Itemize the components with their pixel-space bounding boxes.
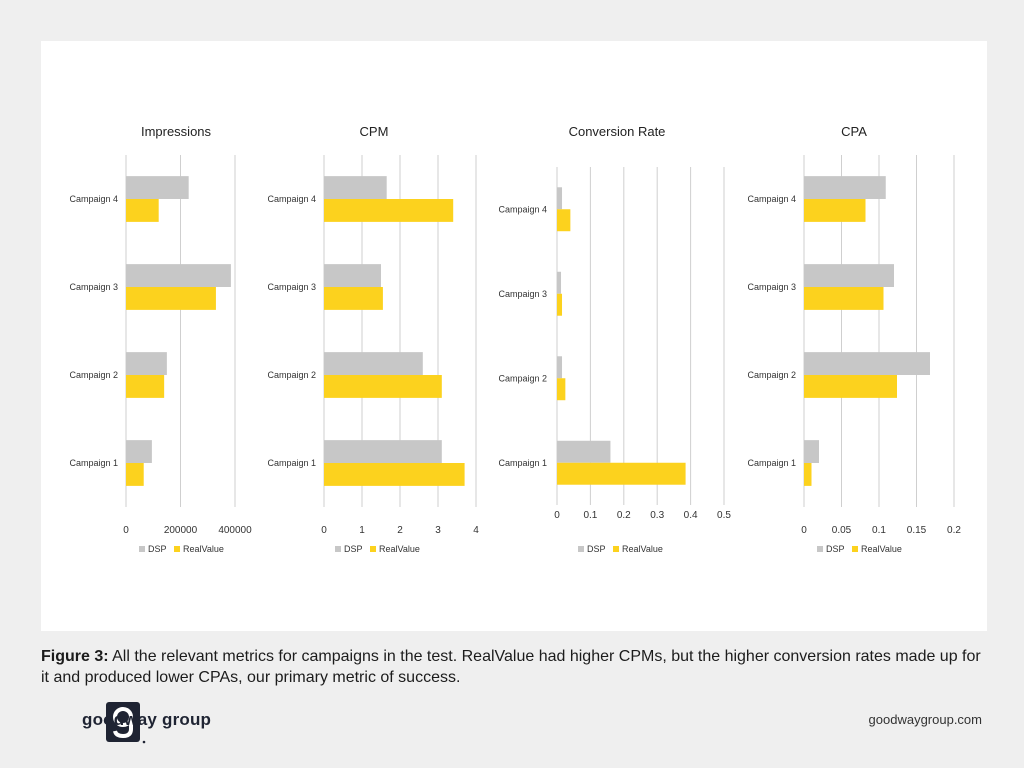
cpa-legend-realvalue: RealValue — [861, 544, 902, 554]
impressions-legend-dsp: DSP — [148, 544, 167, 554]
cpm-bar-realvalue — [324, 375, 442, 398]
cpa-bar-dsp — [804, 264, 894, 287]
cpa-tick-label: 0.05 — [832, 525, 852, 536]
impressions-bar-realvalue — [126, 287, 216, 310]
cpa-tick-label: 0.2 — [947, 525, 961, 536]
cpa-legend-swatch-realvalue — [852, 546, 858, 552]
cpm-legend-dsp: DSP — [344, 544, 363, 554]
cpm-bar-realvalue — [324, 463, 465, 486]
impressions-bar-realvalue — [126, 375, 165, 398]
cpa-legend-dsp: DSP — [826, 544, 845, 554]
cpa-bar-realvalue — [804, 375, 897, 398]
cpm-bar-dsp — [324, 264, 381, 287]
impressions-tick-label: 400000 — [218, 525, 252, 536]
conversion-rate-bar-dsp — [557, 440, 611, 463]
cpm-chart-title: CPM — [360, 124, 389, 139]
conversion-rate-tick-label: 0.1 — [583, 510, 597, 521]
cpa-bar-dsp — [804, 176, 886, 199]
impressions-bar-realvalue — [126, 199, 159, 222]
brand-name: goodway group — [82, 710, 212, 729]
impressions-bar-dsp — [126, 264, 231, 287]
impressions-tick-label: 200000 — [164, 525, 198, 536]
conversion-rate-legend-swatch-dsp — [578, 546, 584, 552]
cpm-tick-label: 1 — [359, 525, 365, 536]
impressions-legend-swatch-realvalue — [174, 546, 180, 552]
conversion-rate-chart-title: Conversion Rate — [569, 124, 666, 139]
cpa-bar-realvalue — [804, 287, 884, 310]
cpa-bar-realvalue — [804, 199, 866, 222]
cpa-bar-dsp — [804, 440, 819, 463]
impressions-bar-dsp — [126, 440, 152, 463]
cpm-tick-label: 2 — [397, 525, 403, 536]
impressions-category-label: Campaign 2 — [69, 370, 118, 380]
cpa-bar-realvalue — [804, 463, 812, 486]
impressions-legend-realvalue: RealValue — [183, 544, 224, 554]
brand-website: goodwaygroup.com — [868, 712, 982, 727]
cpa-category-label: Campaign 3 — [747, 282, 796, 292]
figure-caption: Figure 3: All the relevant metrics for c… — [41, 646, 981, 688]
impressions-category-label: Campaign 4 — [69, 194, 118, 204]
impressions-bar-dsp — [126, 352, 167, 375]
caption-text: All the relevant metrics for campaigns i… — [41, 648, 981, 686]
conversion-rate-bar-realvalue — [557, 209, 571, 232]
impressions-tick-label: 0 — [123, 525, 129, 536]
cpa-category-label: Campaign 4 — [747, 194, 796, 204]
cpm-category-label: Campaign 4 — [267, 194, 316, 204]
cpm-bar-dsp — [324, 176, 387, 199]
charts-canvas: Impressions 0 200000 400000 Campaign 1 Campai… — [69, 124, 961, 554]
conversion-rate-legend-dsp: DSP — [587, 544, 606, 554]
conversion-rate-tick-label: 0.4 — [684, 510, 698, 521]
cpa-chart-title: CPA — [841, 124, 867, 139]
conversion-rate-category-label: Campaign 1 — [498, 458, 547, 468]
conversion-rate-bar-realvalue — [557, 378, 566, 401]
impressions-category-label: Campaign 3 — [69, 282, 118, 292]
cpm-category-label: Campaign 2 — [267, 370, 316, 380]
conversion-rate-tick-label: 0.5 — [717, 510, 731, 521]
conversion-rate-category-label: Campaign 2 — [498, 373, 547, 383]
cpm-tick-label: 4 — [473, 525, 479, 536]
conversion-rate-bar-dsp — [557, 187, 563, 210]
conversion-rate-bar-realvalue — [557, 462, 686, 485]
cpm-legend-realvalue: RealValue — [379, 544, 420, 554]
conversion-rate-category-label: Campaign 4 — [498, 204, 547, 214]
conversion-rate-legend-swatch-realvalue — [613, 546, 619, 552]
conversion-rate-legend-realvalue: RealValue — [622, 544, 663, 554]
cpa-tick-label: 0 — [801, 525, 807, 536]
impressions-bar-realvalue — [126, 463, 144, 486]
conversion-rate-bar-dsp — [557, 271, 562, 294]
conversion-rate-tick-label: 0 — [554, 510, 560, 521]
caption-label: Figure 3: — [41, 648, 109, 665]
impressions-chart-title: Impressions — [141, 124, 212, 139]
impressions-legend-swatch-dsp — [139, 546, 145, 552]
cpa-category-label: Campaign 1 — [747, 458, 796, 468]
figure-panel: Impressions 0 200000 400000 Campaign 1 Campai… — [41, 41, 987, 631]
cpa-bar-dsp — [804, 352, 930, 375]
cpm-legend-swatch-dsp — [335, 546, 341, 552]
cpm-category-label: Campaign 3 — [267, 282, 316, 292]
impressions-category-label: Campaign 1 — [69, 458, 118, 468]
cpm-bar-realvalue — [324, 199, 454, 222]
cpa-category-label: Campaign 2 — [747, 370, 796, 380]
conversion-rate-category-label: Campaign 3 — [498, 289, 547, 299]
cpm-tick-label: 3 — [435, 525, 441, 536]
conversion-rate-tick-label: 0.2 — [617, 510, 631, 521]
goodway-logo-icon — [106, 702, 146, 744]
cpm-bar-dsp — [324, 352, 423, 375]
cpa-tick-label: 0.15 — [907, 525, 927, 536]
cpm-bar-dsp — [324, 440, 442, 463]
cpa-tick-label: 0.1 — [872, 525, 886, 536]
cpm-legend-swatch-realvalue — [370, 546, 376, 552]
conversion-rate-tick-label: 0.3 — [650, 510, 664, 521]
cpm-category-label: Campaign 1 — [267, 458, 316, 468]
conversion-rate-bar-realvalue — [557, 293, 563, 316]
conversion-rate-bar-dsp — [557, 356, 563, 379]
impressions-bar-dsp — [126, 176, 189, 199]
cpm-tick-label: 0 — [321, 525, 327, 536]
cpm-bar-realvalue — [324, 287, 383, 310]
cpa-legend-swatch-dsp — [817, 546, 823, 552]
